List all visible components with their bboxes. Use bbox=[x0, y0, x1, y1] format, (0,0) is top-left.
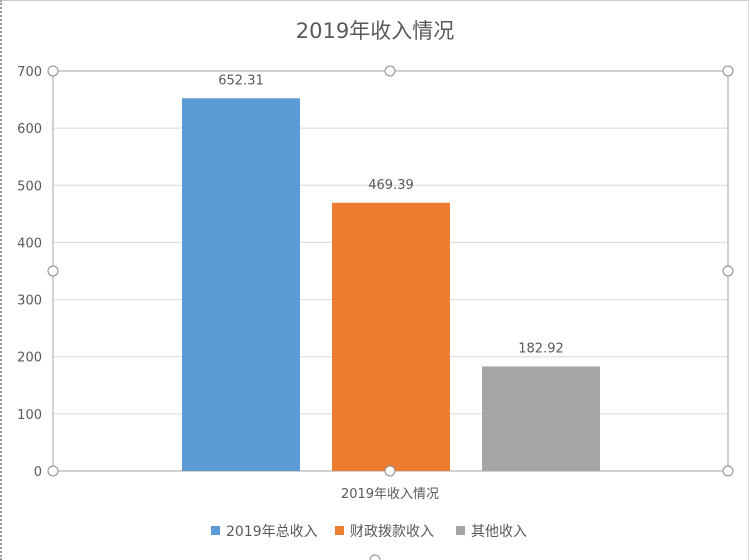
y-tick-label: 400 bbox=[17, 236, 42, 251]
y-tick-label: 200 bbox=[17, 351, 42, 366]
data-label: 182.92 bbox=[518, 341, 564, 356]
bar-3[interactable] bbox=[482, 366, 600, 471]
resize-handle[interactable] bbox=[722, 465, 734, 477]
y-tick-label: 700 bbox=[17, 65, 42, 80]
resize-handle[interactable] bbox=[369, 554, 381, 560]
legend-swatch bbox=[456, 526, 465, 535]
legend-entry[interactable]: 财政拨款收入 bbox=[350, 524, 434, 540]
resize-handle[interactable] bbox=[47, 465, 59, 477]
bar-1[interactable] bbox=[182, 98, 300, 471]
resize-handle[interactable] bbox=[384, 465, 396, 477]
bar-2[interactable] bbox=[332, 202, 450, 471]
data-label: 469.39 bbox=[368, 178, 414, 193]
resize-handle[interactable] bbox=[722, 65, 734, 77]
resize-handle[interactable] bbox=[722, 265, 734, 277]
y-tick-label: 0 bbox=[34, 465, 42, 480]
legend[interactable]: 2019年总收入 财政拨款收入 其他收入 bbox=[211, 524, 527, 540]
y-tick-label: 300 bbox=[17, 294, 42, 309]
x-axis-category-label: 2019年收入情况 bbox=[341, 487, 439, 502]
y-tick-label: 600 bbox=[17, 122, 42, 137]
legend-entry[interactable]: 2019年总收入 bbox=[226, 524, 318, 540]
resize-handle[interactable] bbox=[384, 65, 396, 77]
data-label: 652.31 bbox=[218, 73, 264, 88]
legend-entry[interactable]: 其他收入 bbox=[471, 524, 527, 540]
y-tick-label: 500 bbox=[17, 179, 42, 194]
legend-swatch bbox=[335, 526, 344, 535]
chart-title[interactable]: 2019年收入情况 bbox=[296, 19, 454, 43]
y-tick-label: 100 bbox=[17, 408, 42, 423]
resize-handle[interactable] bbox=[47, 65, 59, 77]
legend-swatch bbox=[211, 526, 220, 535]
resize-handle[interactable] bbox=[47, 265, 59, 277]
